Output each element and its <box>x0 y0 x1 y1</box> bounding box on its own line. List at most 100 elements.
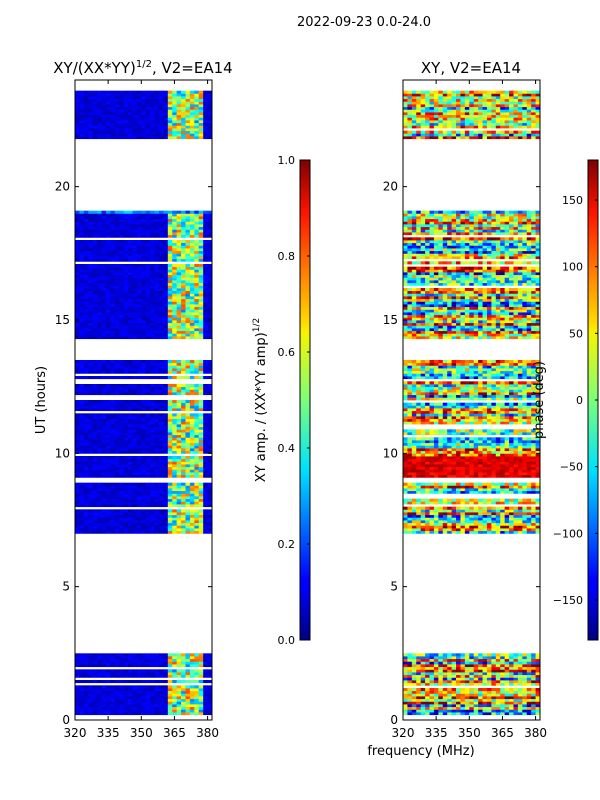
heatmap-cell <box>163 322 169 326</box>
heatmap-cell <box>97 213 102 217</box>
heatmap-cell <box>97 317 102 321</box>
heatmap-cell <box>154 392 160 396</box>
heatmap-cell <box>145 301 151 305</box>
heatmap-cell <box>97 709 102 713</box>
heatmap-cell <box>522 701 528 705</box>
heatmap-cell <box>189 258 195 262</box>
heatmap-cell <box>420 666 426 670</box>
heatmap-cell <box>172 253 178 257</box>
heatmap-cell <box>403 658 408 662</box>
heatmap-cell <box>185 384 191 388</box>
heatmap-cell <box>163 312 169 316</box>
heatmap-cell <box>75 256 80 260</box>
heatmap-cell <box>97 266 102 270</box>
heatmap-cell <box>145 704 151 708</box>
heatmap-cell <box>167 314 173 318</box>
heatmap-cell <box>110 272 116 276</box>
heatmap-cell <box>97 698 102 702</box>
heatmap-cell <box>114 450 120 454</box>
heatmap-cell <box>97 96 102 100</box>
heatmap-cell <box>150 266 155 270</box>
heatmap-cell <box>158 530 164 534</box>
heatmap-cell <box>429 661 435 665</box>
heatmap-cell <box>141 330 147 334</box>
heatmap-cell <box>141 120 147 124</box>
heatmap-cell <box>469 666 475 670</box>
heatmap-cell <box>88 320 94 324</box>
heatmap-cell <box>83 672 89 676</box>
heatmap-cell <box>145 528 151 532</box>
heatmap-cell <box>88 445 94 449</box>
heatmap-cell <box>128 298 133 302</box>
heatmap-cell <box>88 322 94 326</box>
heatmap-cell <box>145 114 151 118</box>
heatmap-cell <box>194 685 200 689</box>
heatmap-cell <box>132 696 138 700</box>
heatmap-cell <box>79 304 85 308</box>
heatmap-cell <box>198 258 204 262</box>
heatmap-cell <box>132 688 138 692</box>
heatmap-cell <box>517 664 523 668</box>
heatmap-cell <box>83 317 89 321</box>
heatmap-cell <box>92 693 98 697</box>
heatmap-cell <box>136 213 142 217</box>
heatmap-cell <box>92 213 98 217</box>
heatmap-cell <box>83 512 89 516</box>
heatmap-cell <box>172 320 178 324</box>
heatmap-cell <box>145 234 151 238</box>
heatmap-cell <box>531 690 536 694</box>
heatmap-cell <box>185 370 191 374</box>
heatmap-cell <box>101 218 107 222</box>
heatmap-cell <box>172 130 178 134</box>
heatmap-cell <box>141 672 147 676</box>
heatmap-cell <box>154 512 160 516</box>
heatmap-cell <box>167 389 173 393</box>
heatmap-cell <box>123 698 129 702</box>
heatmap-cell <box>105 298 111 302</box>
heatmap-cell <box>154 224 160 228</box>
heatmap-cell <box>416 680 422 684</box>
heatmap-cell <box>495 672 501 676</box>
heatmap-cell <box>509 701 514 705</box>
heatmap-cell <box>185 402 191 406</box>
heatmap-cell <box>136 469 142 473</box>
heatmap-cell <box>110 256 116 260</box>
heatmap-cell <box>119 509 125 513</box>
heatmap-cell <box>83 418 89 422</box>
heatmap-cell <box>154 653 160 657</box>
heatmap-cell <box>150 685 155 689</box>
heatmap-cell <box>79 514 85 518</box>
heatmap-cell <box>119 653 125 657</box>
heatmap-cell <box>75 664 80 668</box>
heatmap-cell <box>88 226 94 230</box>
heatmap-cell <box>172 474 178 478</box>
heatmap-cell <box>198 680 204 684</box>
heatmap-cell <box>128 264 133 268</box>
heatmap-cell <box>163 218 169 222</box>
heatmap-cell <box>207 696 212 700</box>
heatmap-cell <box>132 328 138 332</box>
heatmap-cell <box>176 493 182 497</box>
heatmap-cell <box>198 280 204 284</box>
heatmap-cell <box>203 312 208 316</box>
heatmap-cell <box>114 704 120 708</box>
heatmap-cell <box>207 98 212 102</box>
heatmap-cell <box>486 658 492 662</box>
heatmap-cell <box>207 504 212 508</box>
heatmap-cell <box>119 232 125 236</box>
heatmap-cell <box>114 693 120 697</box>
heatmap-cell <box>438 704 444 708</box>
heatmap-cell <box>181 442 186 446</box>
heatmap-cell <box>119 440 125 444</box>
heatmap-cell <box>194 293 200 297</box>
heatmap-cell <box>167 402 173 406</box>
heatmap-cell <box>207 413 212 417</box>
heatmap-cell <box>447 688 453 692</box>
heatmap-cell <box>451 661 457 665</box>
heatmap-cell <box>194 120 200 124</box>
heatmap-cell <box>442 672 448 676</box>
heatmap-cell <box>75 456 80 460</box>
heatmap-cell <box>145 440 151 444</box>
heatmap-cell <box>181 672 186 676</box>
heatmap-cell <box>478 712 483 716</box>
